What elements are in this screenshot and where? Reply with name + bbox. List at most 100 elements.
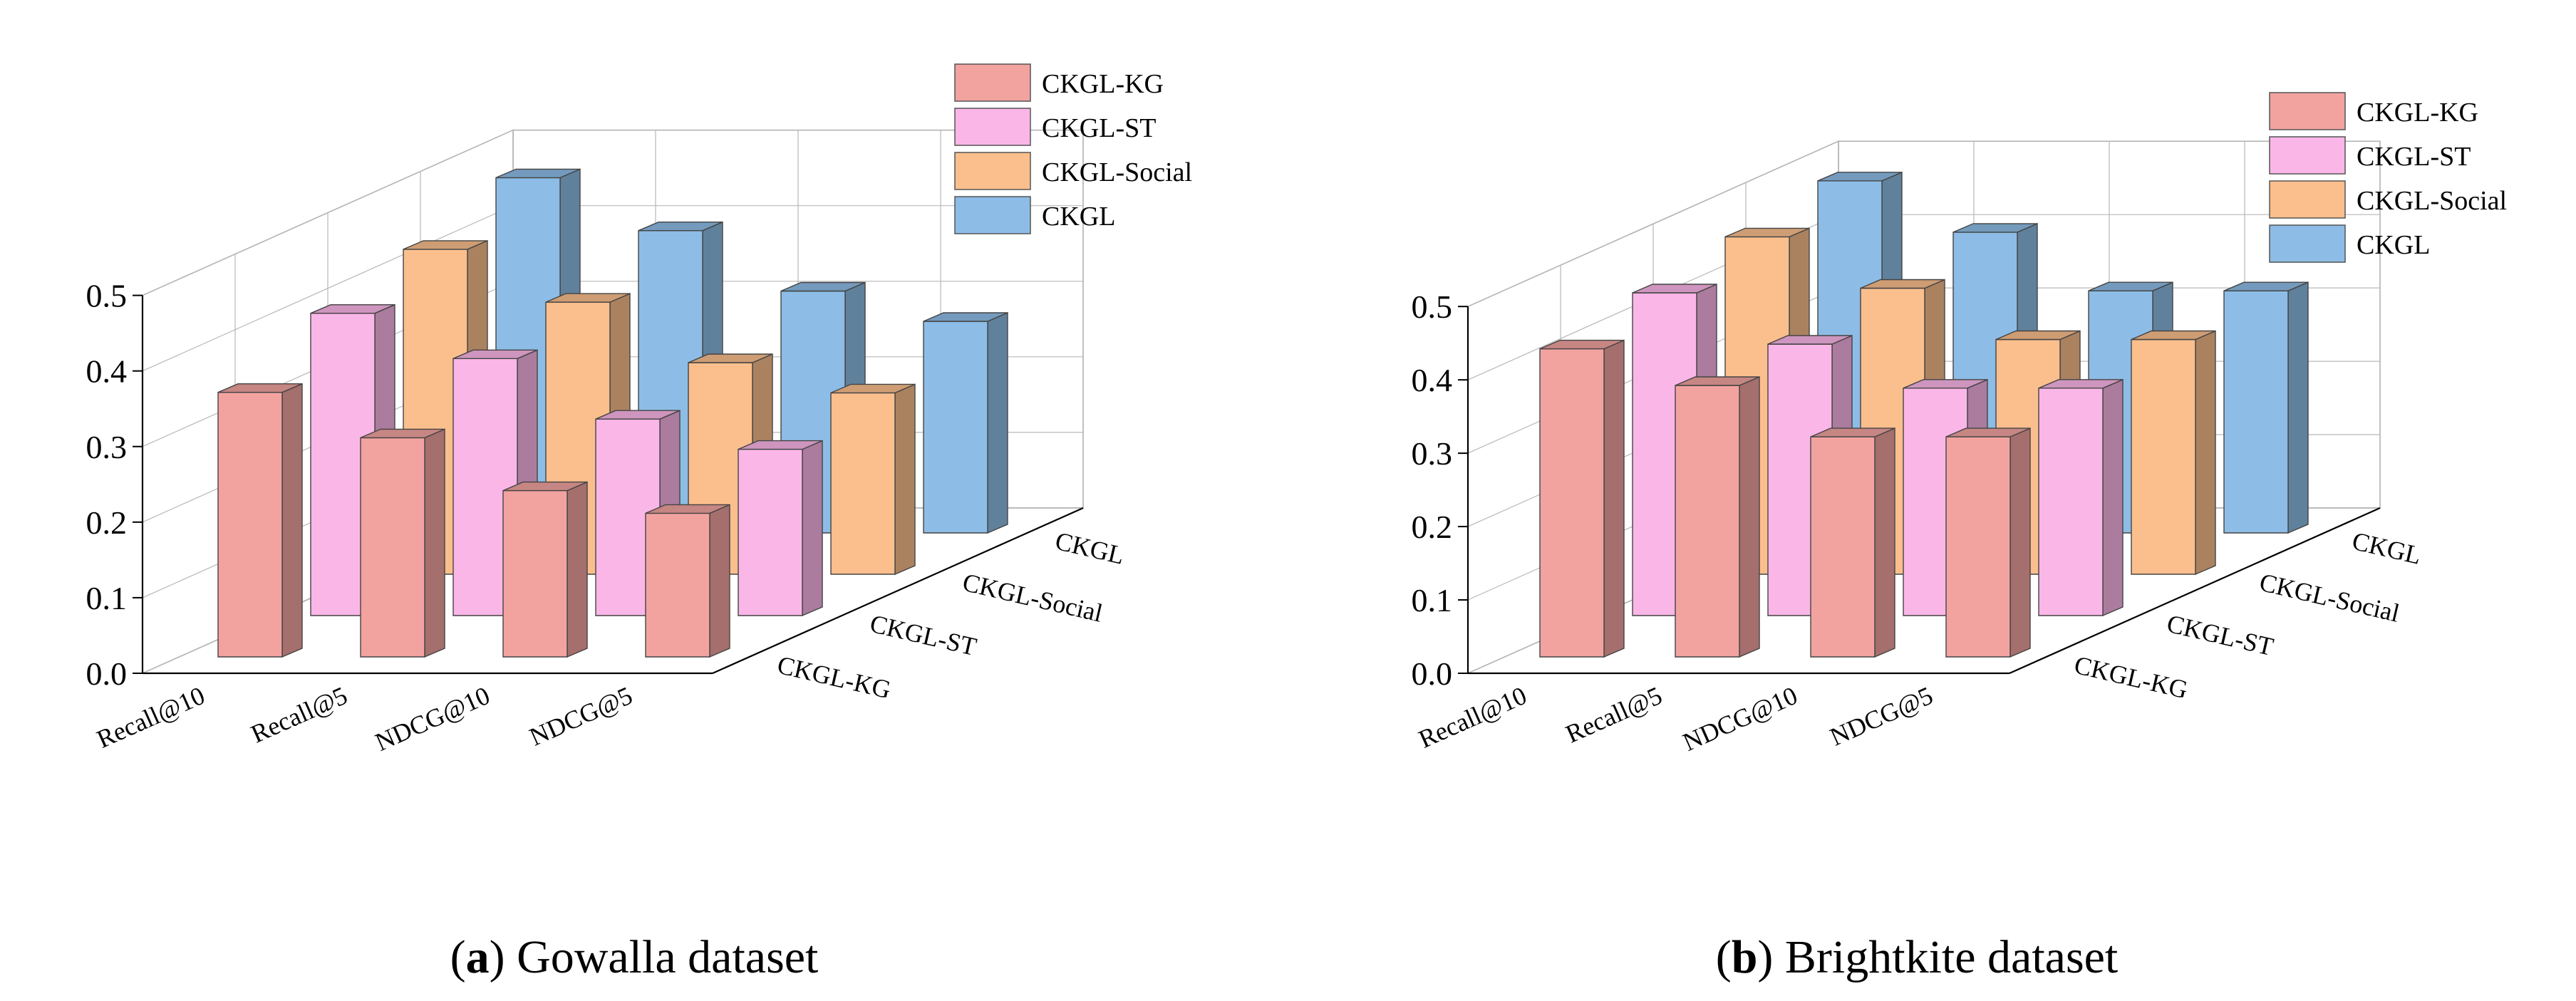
x-tick-label: Recall@5: [1561, 681, 1666, 749]
bar-top: [1860, 279, 1945, 289]
bar: [1945, 427, 2031, 658]
bar-front: [217, 392, 283, 658]
bar-front: [645, 512, 710, 658]
bar-side: [1874, 427, 1895, 658]
bar-top: [452, 349, 538, 359]
legend-label: CKGL: [2357, 230, 2430, 260]
caption-text: Brightkite dataset: [1773, 931, 2118, 983]
caption-close-paren: ): [1757, 931, 1773, 983]
bar: [645, 504, 730, 658]
bar-top: [2131, 330, 2216, 341]
bar-top: [1767, 335, 1853, 345]
depth-axis-line: [2009, 507, 2381, 675]
bar-top: [645, 504, 730, 514]
bar-top: [780, 281, 866, 292]
bar-top: [688, 353, 773, 363]
y-tick-label: 0.1: [86, 580, 128, 616]
bar-front: [1810, 436, 1876, 658]
bar: [217, 383, 303, 658]
caption-close-paren: ): [490, 931, 505, 983]
bar-front: [1945, 436, 2011, 658]
bar-top: [403, 240, 488, 250]
legend-swatch: [954, 196, 1031, 234]
depth-tick-label: CKGL-Social: [960, 568, 1105, 628]
depth-tick-label: CKGL: [1052, 527, 1127, 570]
caption-open-paren: (: [1716, 931, 1732, 983]
legend-swatch: [2269, 224, 2346, 263]
bar-front: [2223, 290, 2289, 534]
bar-side: [424, 428, 445, 658]
bar-top: [217, 383, 303, 393]
x-tick-label: NDCG@10: [371, 681, 495, 757]
depth-tick-label: CKGL-ST: [2164, 609, 2276, 661]
x-tick-label: Recall@10: [93, 681, 209, 754]
bar: [2131, 330, 2216, 576]
figure-caption: (b) Brightkite dataset: [1716, 931, 2119, 983]
legend: CKGL-KG CKGL-ST CKGL-Social CKGL: [954, 63, 1192, 234]
bar-top: [1675, 376, 1760, 386]
legend-swatch: [2269, 136, 2346, 175]
bar-top: [1903, 379, 1988, 389]
x-tick-label: NDCG@5: [525, 681, 636, 752]
bar-side: [1603, 339, 1625, 658]
bar-front: [2131, 338, 2196, 575]
y-tick-label: 0.4: [86, 353, 128, 390]
bar-top: [738, 440, 823, 450]
y-tick-label: 0.2: [1412, 509, 1453, 545]
bar-front: [360, 437, 425, 658]
bar-side: [2195, 330, 2216, 576]
x-tick-label: Recall@5: [247, 681, 351, 749]
bar-front: [2038, 388, 2104, 616]
legend-swatch: [2269, 180, 2346, 219]
legend-swatch: [954, 152, 1031, 190]
bar: [2038, 378, 2124, 617]
bar-top: [310, 304, 395, 314]
depth-tick-label: CKGL-KG: [2071, 650, 2190, 704]
caption-letter: b: [1732, 931, 1758, 983]
bar-front: [923, 321, 988, 534]
bar: [2223, 281, 2309, 534]
bar-front: [502, 489, 568, 658]
caption-text: Gowalla dataset: [505, 931, 819, 983]
bar-top: [2038, 379, 2124, 389]
y-tick-label: 0.3: [86, 429, 128, 465]
bar: [1539, 339, 1625, 658]
legend-swatch: [2269, 92, 2346, 130]
bar-top: [595, 410, 681, 420]
figure-caption: (a) Gowalla dataset: [450, 931, 819, 983]
bar-top: [1952, 223, 2038, 233]
depth-tick-label: CKGL: [2349, 527, 2424, 570]
legend-swatch: [954, 63, 1031, 102]
bar-top: [1995, 330, 2081, 341]
bar-top: [638, 222, 723, 232]
bar: [738, 440, 823, 617]
bar-top: [1810, 427, 1895, 437]
bar-top: [502, 481, 588, 492]
y-tick-label: 0.4: [1412, 362, 1453, 398]
bar-front: [830, 392, 896, 575]
bar-top: [495, 168, 581, 179]
caption-letter: a: [466, 931, 490, 983]
depth-axis-line: [712, 507, 1084, 675]
caption-open-paren: (: [450, 931, 466, 983]
bar-side: [987, 311, 1008, 534]
bar-side: [2009, 427, 2031, 658]
bar-side: [709, 504, 730, 658]
depth-tick-label: CKGL-KG: [775, 650, 894, 704]
y-tick-label: 0.1: [1412, 582, 1453, 618]
legend-label: CKGL-ST: [1042, 113, 1156, 143]
x-tick-label: NDCG@10: [1679, 681, 1802, 757]
bar-top: [830, 383, 916, 394]
bar-side: [281, 383, 303, 658]
y-tick-label: 0.2: [86, 504, 128, 541]
legend-label: CKGL-KG: [2357, 98, 2478, 128]
y-tick-label: 0.3: [1412, 435, 1453, 472]
depth-tick-label: CKGL-Social: [2257, 568, 2402, 628]
y-tick-label: 0.0: [1412, 655, 1453, 692]
bar-top: [1724, 227, 1810, 238]
bar-top: [2088, 281, 2173, 291]
bar-front: [1675, 385, 1740, 658]
